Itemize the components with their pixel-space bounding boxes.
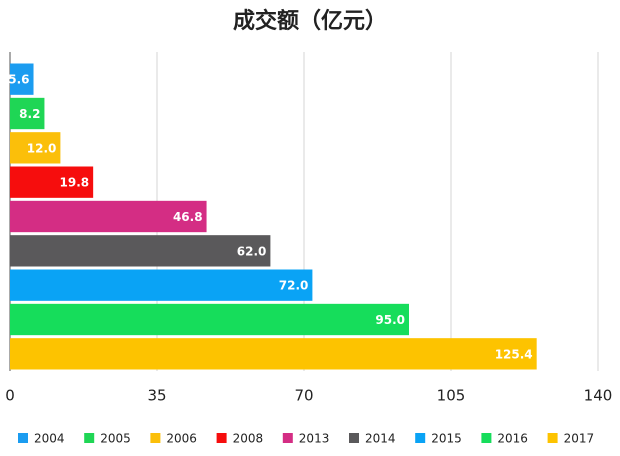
legend-swatch [481, 433, 492, 443]
legend-swatch [150, 433, 161, 443]
value-label: 72.0 [279, 279, 309, 293]
x-tick-label: 35 [147, 387, 166, 405]
legend-label: 2008 [233, 432, 264, 446]
bar [10, 97, 45, 130]
legend-swatch [282, 433, 293, 443]
value-label: 62.0 [237, 244, 267, 258]
legend-label: 2013 [299, 432, 330, 446]
legend-swatch [18, 433, 28, 443]
legend-label: 2005 [100, 432, 131, 446]
bar [10, 303, 409, 336]
legend-label: 2006 [166, 432, 197, 446]
legend-label: 2004 [34, 432, 65, 446]
legend-label: 2017 [564, 432, 595, 446]
bar [10, 166, 94, 198]
value-label: 95.0 [375, 313, 405, 327]
value-label: 5.6 [8, 73, 29, 87]
x-tick-label: 70 [294, 387, 313, 405]
bar [10, 63, 34, 95]
value-label: 19.8 [60, 176, 90, 190]
x-tick-label: 105 [437, 387, 466, 405]
value-label: 8.2 [19, 107, 40, 121]
x-tick-label: 140 [584, 387, 613, 405]
legend-label: 2015 [431, 432, 462, 446]
legend-swatch [84, 433, 95, 443]
legend-swatch [216, 433, 227, 443]
legend-swatch [415, 433, 426, 443]
bar [10, 200, 207, 233]
bar [10, 235, 271, 267]
x-tick-label: 0 [5, 387, 15, 405]
bar [10, 338, 537, 370]
bar [10, 269, 313, 301]
value-label: 46.8 [173, 210, 203, 224]
chart-title: 成交额（亿元） [233, 8, 387, 34]
bar [10, 132, 61, 164]
legend-label: 2014 [365, 432, 396, 446]
value-label: 12.0 [27, 141, 57, 155]
value-label: 125.4 [495, 347, 533, 361]
legend-swatch [349, 433, 359, 443]
legend-swatch [547, 433, 558, 443]
legend-label: 2016 [497, 432, 528, 446]
